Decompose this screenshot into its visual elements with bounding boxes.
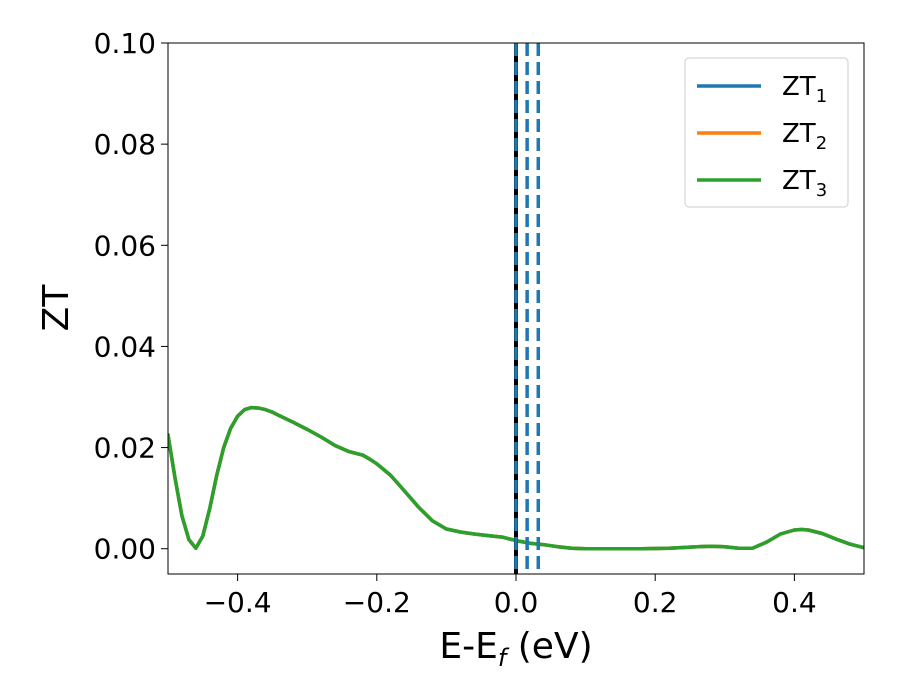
plot-area (168, 43, 864, 574)
x-tick-label: 0.0 (494, 586, 539, 619)
y-tick-label: 0.00 (94, 533, 156, 566)
x-tick-label: 0.4 (772, 586, 817, 619)
y-tick-label: 0.04 (94, 330, 156, 363)
plot-content (168, 43, 864, 574)
x-tick-label: −0.4 (204, 586, 272, 619)
x-tick-label: −0.2 (343, 586, 411, 619)
y-tick-label: 0.02 (94, 432, 156, 465)
x-axis-ticks: −0.4 −0.2 0.0 0.2 0.4 (204, 574, 817, 619)
series-line-3 (168, 405, 864, 551)
y-axis-title: ZT (36, 284, 77, 332)
legend-label-3: ZT3 (782, 166, 827, 201)
y-axis-ticks: 0.00 0.02 0.04 0.06 0.08 0.10 (94, 27, 168, 566)
y-tick-label: 0.06 (94, 229, 156, 262)
x-axis-title-suffix: (eV) (506, 626, 592, 667)
legend: ZT1 ZT2 ZT3 (684, 57, 849, 208)
y-tick-label: 0.08 (94, 128, 156, 161)
x-tick-label: 0.2 (633, 586, 678, 619)
legend-label-1: ZT1 (782, 72, 827, 107)
x-axis-title: E-Ef (eV) (439, 626, 592, 672)
x-axis-title-main: E-E (439, 626, 497, 667)
y-tick-label: 0.10 (94, 27, 156, 60)
legend-box (684, 57, 849, 208)
legend-label-2: ZT2 (782, 119, 827, 154)
